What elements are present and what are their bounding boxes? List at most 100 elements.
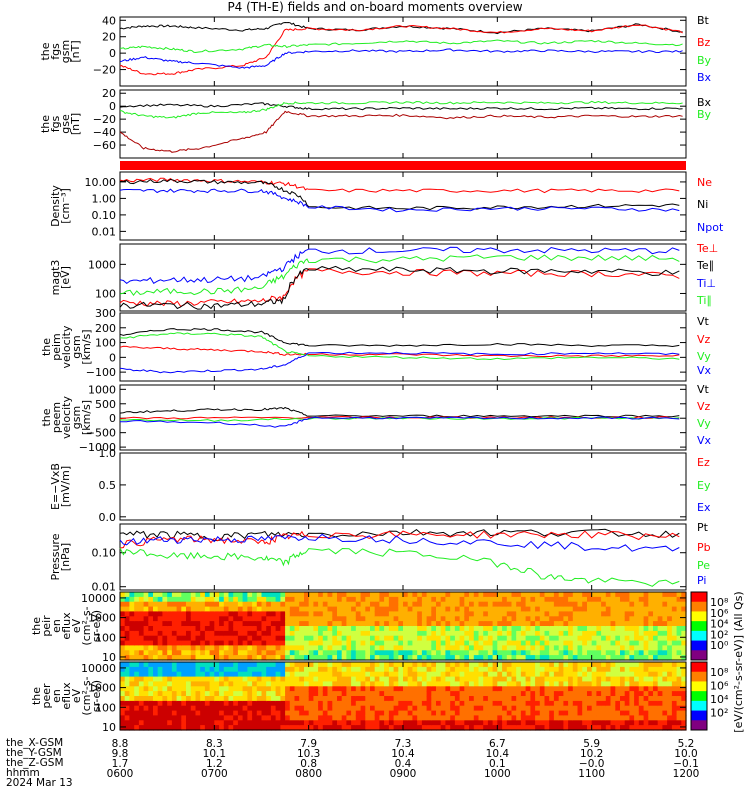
heatmap-cell xyxy=(204,700,211,707)
heatmap-cell xyxy=(266,592,272,598)
heatmap-cell xyxy=(657,640,663,647)
heatmap-cell xyxy=(209,691,215,697)
heatmap-cell xyxy=(648,626,654,632)
heatmap-cell xyxy=(544,686,550,692)
heatmap-cell xyxy=(200,710,206,717)
heatmap-cell xyxy=(596,686,602,692)
heatmap-cell xyxy=(200,715,206,721)
heatmap-cell xyxy=(209,671,215,678)
heatmap-cell xyxy=(412,640,418,647)
heatmap-cell xyxy=(190,630,197,637)
heatmap-cell xyxy=(195,621,201,627)
heatmap-cell xyxy=(270,645,277,651)
heatmap-cell xyxy=(143,640,149,647)
heatmap-cell xyxy=(539,621,546,627)
heatmap-cell xyxy=(440,710,446,717)
heatmap-cell xyxy=(167,681,173,687)
heatmap-cell xyxy=(365,630,371,637)
heatmap-cell xyxy=(204,686,211,692)
heatmap-cell xyxy=(346,686,352,692)
heatmap-cell xyxy=(643,640,649,647)
heatmap-cell xyxy=(605,655,612,661)
y-tick-label: 0.0 xyxy=(99,511,117,524)
heatmap-cell xyxy=(520,650,527,656)
heatmap-cell xyxy=(120,606,126,613)
heatmap-cell xyxy=(610,630,616,637)
heatmap-cell xyxy=(360,676,366,683)
heatmap-cell xyxy=(388,645,395,651)
heatmap-cell xyxy=(280,681,286,687)
heatmap-cell xyxy=(421,611,428,617)
heatmap-cell xyxy=(247,696,253,702)
heatmap-cell xyxy=(487,700,494,707)
heatmap-cell xyxy=(553,655,560,661)
heatmap-cell xyxy=(539,635,546,642)
heatmap-cell xyxy=(379,650,385,656)
heatmap-cell xyxy=(601,626,607,632)
heatmap-cell xyxy=(591,671,597,678)
series-line xyxy=(119,177,680,194)
heatmap-cell xyxy=(379,715,385,721)
heatmap-cell xyxy=(365,691,371,697)
heatmap-cell xyxy=(379,686,385,692)
heatmap-cell xyxy=(563,720,569,726)
heatmap-cell xyxy=(662,691,668,697)
heatmap-cell xyxy=(304,715,310,721)
heatmap-cell xyxy=(440,691,446,697)
heatmap-cell xyxy=(370,645,376,651)
heatmap-cell xyxy=(648,635,654,642)
heatmap-cell xyxy=(450,611,456,617)
heatmap-cell xyxy=(195,720,201,726)
heatmap-cell xyxy=(134,635,140,642)
heatmap-cell xyxy=(341,640,347,647)
heatmap-cell xyxy=(506,596,513,603)
heatmap-cell xyxy=(252,715,258,721)
heatmap-cell xyxy=(289,725,296,731)
heatmap-cell xyxy=(676,681,682,687)
heatmap-cell xyxy=(629,681,635,687)
heatmap-cell xyxy=(176,606,182,613)
y-axis-label: peir xyxy=(40,615,53,637)
heatmap-cell xyxy=(582,705,588,712)
heatmap-cell xyxy=(195,681,201,687)
heatmap-cell xyxy=(436,676,442,683)
heatmap-cell xyxy=(601,592,607,598)
heatmap-cell xyxy=(233,611,239,617)
heatmap-cell xyxy=(332,592,338,598)
legend-entry: Vz xyxy=(697,400,711,413)
heatmap-cell xyxy=(478,616,484,622)
heatmap-cell xyxy=(204,650,211,656)
heatmap-cell xyxy=(280,700,286,707)
heatmap-cell xyxy=(436,592,442,598)
heatmap-cell xyxy=(313,621,319,627)
heatmap-cell xyxy=(384,671,390,678)
heatmap-cell xyxy=(398,666,404,673)
heatmap-cell xyxy=(337,705,343,712)
heatmap-cell xyxy=(252,655,258,661)
heatmap-cell xyxy=(171,666,178,673)
heatmap-cell xyxy=(285,650,291,656)
heatmap-cell xyxy=(120,626,126,632)
heatmap-cell xyxy=(535,696,541,702)
heatmap-cell xyxy=(445,626,451,632)
heatmap-cell xyxy=(407,621,413,627)
heatmap-cell xyxy=(671,596,678,603)
heatmap-cell xyxy=(346,616,352,622)
heatmap-cell xyxy=(285,630,291,637)
heatmap-cell xyxy=(393,671,399,678)
heatmap-cell xyxy=(511,635,517,642)
heatmap-cell xyxy=(629,616,635,622)
heatmap-cell xyxy=(502,611,508,617)
heatmap-cell xyxy=(469,606,475,613)
heatmap-cell xyxy=(162,676,168,683)
heatmap-cell xyxy=(242,676,248,683)
heatmap-cell xyxy=(153,671,159,678)
heatmap-cell xyxy=(200,725,206,731)
heatmap-cell xyxy=(233,640,239,647)
heatmap-cell xyxy=(153,650,159,656)
heatmap-cell xyxy=(256,720,263,726)
heatmap-cell xyxy=(209,601,215,608)
heatmap-cell xyxy=(582,640,588,647)
heatmap-cell xyxy=(374,686,380,692)
heatmap-cell xyxy=(620,671,626,678)
